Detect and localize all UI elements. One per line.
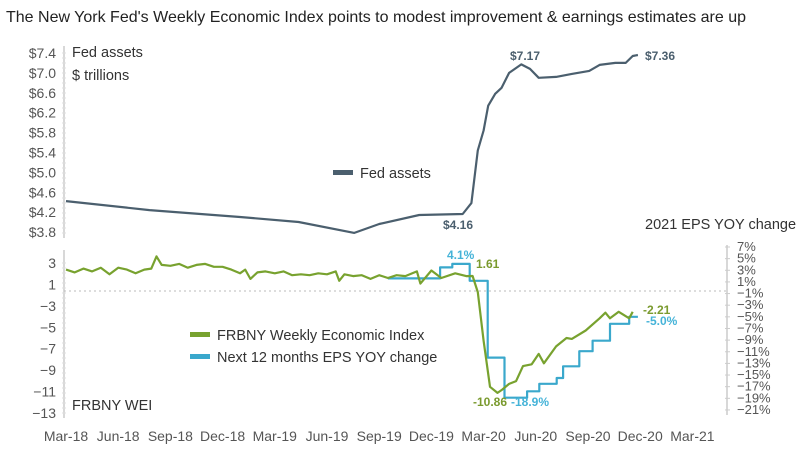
x-tick-label: Mar-20: [461, 428, 506, 444]
x-tick-label: Sep-20: [565, 428, 610, 444]
left-axis-title: FRBNY WEI: [72, 398, 152, 414]
x-tick-label: Dec-18: [200, 428, 245, 444]
x-tick-label: Mar-21: [670, 428, 715, 444]
right-axis-title: 2021 EPS YOY change: [645, 217, 796, 233]
right-y-tick-label: −19%: [737, 390, 771, 405]
top-axis-title: Fed assets: [72, 45, 143, 61]
annotation-wei-last: -2.21: [643, 303, 671, 317]
right-y-tick-label: −7%: [737, 320, 764, 335]
series-lines: [65, 53, 639, 399]
x-tick-label: Sep-19: [357, 428, 402, 444]
x-tick-label: Mar-19: [253, 428, 298, 444]
right-y-tick-label: 1%: [737, 274, 756, 289]
left-y-tick-label: 1: [48, 276, 56, 292]
legend-swatch-wei: [190, 332, 210, 337]
legend-swatch-eps: [190, 354, 210, 359]
x-tick-label: Jun-19: [306, 428, 349, 444]
right-y-tick-label: −5%: [737, 309, 764, 324]
tick-labels: $7.4 $7.0 $6.6 $6.2 $5.8 $5.4 $5.0 $4.6 $4.2 $3.8…: [29, 45, 771, 444]
top-y-tick-label: $3.8: [29, 224, 56, 240]
top-y-tick-label: $6.6: [29, 85, 56, 101]
top-y-tick-label: $7.0: [29, 65, 56, 81]
right-y-tick-label: −21%: [737, 402, 771, 417]
top-y-tick-label: $4.6: [29, 184, 56, 200]
chart-title: The New York Fed's Weekly Economic Index…: [6, 9, 746, 26]
x-tick-label: Dec-19: [409, 428, 454, 444]
left-y-tick-label: −11: [33, 384, 56, 400]
right-y-tick-label: −9%: [737, 332, 764, 347]
x-tick-label: Sep-18: [148, 428, 193, 444]
left-y-tick-label: 3: [48, 255, 56, 271]
legend-swatch-fed-assets: [333, 170, 353, 175]
right-y-tick-label: −15%: [737, 367, 771, 382]
wei-line: [65, 255, 634, 394]
eps-yoy-change-line: [387, 262, 638, 399]
annotation-eps-peak: 4.1%: [447, 248, 475, 262]
top-y-tick-label: $5.0: [29, 164, 56, 180]
x-tick-label: Dec-20: [618, 428, 663, 444]
top-y-tick-label: $4.2: [29, 204, 56, 220]
right-y-tick-label: −1%: [737, 286, 764, 301]
annotation-wei-low: -10.86: [473, 395, 507, 409]
legend-label-eps: Next 12 months EPS YOY change: [217, 350, 437, 366]
top-y-tick-label: $5.4: [29, 145, 56, 161]
x-tick-label: Jun-20: [514, 428, 557, 444]
left-y-tick-label: −3: [40, 298, 56, 314]
left-y-tick-label: −7: [40, 341, 56, 357]
fed-assets-line: [65, 53, 639, 234]
annotation-eps-low: -18.9%: [511, 395, 549, 409]
right-y-tick-label: 7%: [737, 239, 756, 254]
left-y-tick-label: −13: [32, 405, 56, 421]
right-y-tick-label: −3%: [737, 297, 764, 312]
annotation-fed-peak: $7.17: [510, 49, 540, 63]
annotation-fed-last: $7.36: [645, 49, 675, 63]
annotation-fed-low: $4.16: [443, 218, 473, 232]
x-tick-label: Jun-18: [97, 428, 140, 444]
top-axis-units: $ trillions: [72, 68, 129, 84]
top-y-tick-label: $7.4: [29, 45, 56, 61]
right-y-tick-label: −11%: [737, 344, 770, 359]
legend-label-wei: FRBNY Weekly Economic Index: [217, 328, 425, 344]
legend-label-fed-assets: Fed assets: [360, 166, 431, 182]
x-tick-label: Mar-18: [44, 428, 89, 444]
top-y-tick-label: $6.2: [29, 105, 56, 121]
left-y-tick-label: −9: [40, 362, 56, 378]
annotation-eps-last: -5.0%: [646, 314, 678, 328]
right-y-tick-label: −13%: [737, 355, 771, 370]
right-y-tick-label: 5%: [737, 251, 756, 266]
right-y-tick-label: −17%: [737, 379, 771, 394]
left-y-tick-label: −5: [40, 319, 56, 335]
annotation-wei-pre: 1.61: [476, 257, 500, 271]
right-y-tick-label: 3%: [737, 262, 756, 277]
top-y-tick-label: $5.8: [29, 125, 56, 141]
